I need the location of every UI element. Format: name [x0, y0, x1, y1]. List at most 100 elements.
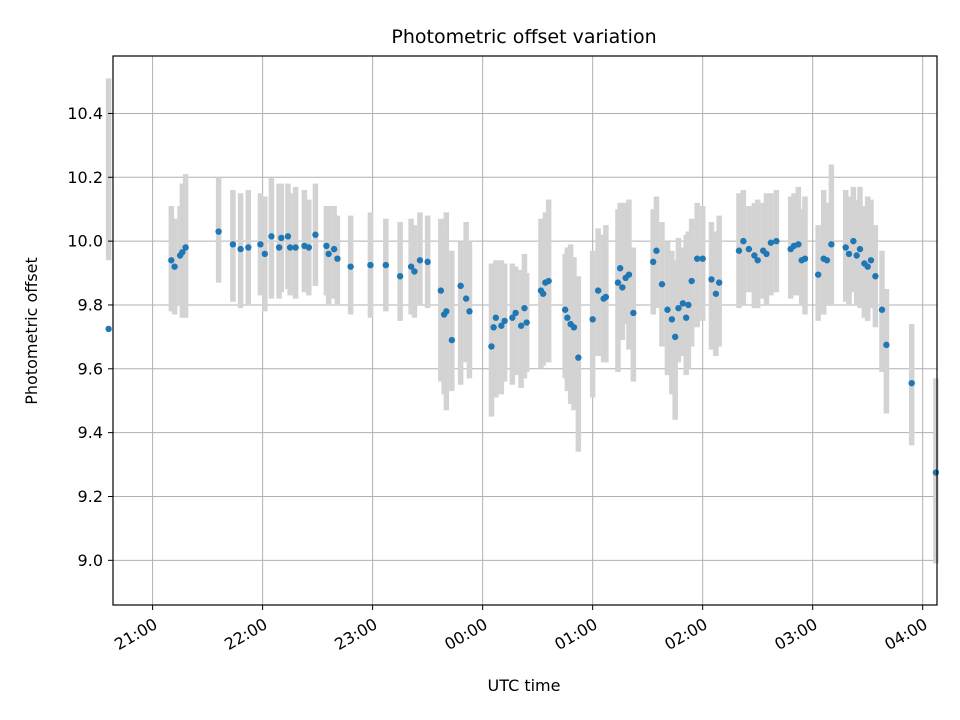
data-point — [501, 317, 508, 325]
data-point — [416, 257, 424, 264]
data-point — [462, 295, 470, 302]
data-point — [845, 250, 853, 258]
y-tick-label: 9.6 — [78, 359, 103, 378]
data-point — [182, 244, 189, 251]
data-point — [795, 241, 802, 248]
x-tick-label: 22:00 — [221, 614, 270, 654]
data-point — [878, 306, 886, 313]
data-point — [171, 263, 178, 270]
data-point — [215, 228, 222, 235]
data-point — [625, 271, 633, 278]
data-point — [685, 301, 692, 309]
data-point — [614, 279, 622, 286]
data-point — [872, 273, 879, 280]
data-point — [773, 237, 780, 245]
data-point — [437, 287, 445, 294]
y-tick-label: 10.2 — [67, 168, 103, 187]
y-axis-label: Photometric offset — [22, 257, 41, 405]
data-point — [312, 231, 319, 238]
data-point — [767, 239, 775, 246]
data-point — [492, 314, 500, 321]
data-point — [411, 268, 418, 275]
y-tick-label: 9.2 — [78, 487, 103, 506]
data-point — [594, 287, 602, 294]
data-point — [867, 257, 875, 264]
data-point — [278, 234, 285, 242]
data-point — [688, 277, 695, 285]
data-point — [396, 273, 404, 280]
data-point — [883, 341, 890, 349]
x-tick-label: 04:00 — [881, 614, 930, 654]
data-point — [367, 261, 374, 269]
data-point — [325, 250, 332, 258]
data-point — [564, 314, 571, 321]
data-point — [708, 276, 715, 283]
data-point — [457, 282, 464, 290]
y-tick-label: 9.0 — [78, 551, 103, 570]
data-point — [842, 244, 849, 251]
data-point — [589, 316, 596, 323]
data-point — [751, 252, 758, 259]
data-point — [517, 322, 525, 329]
data-point — [649, 258, 657, 266]
data-point — [523, 319, 530, 326]
data-point — [407, 263, 415, 270]
data-point — [675, 304, 682, 312]
data-point — [853, 252, 860, 259]
data-point — [653, 247, 660, 254]
data-point — [693, 255, 701, 262]
data-point — [275, 244, 283, 251]
data-point — [284, 233, 292, 240]
data-point — [229, 241, 237, 248]
data-point — [570, 324, 578, 331]
data-point — [763, 250, 770, 258]
data-point — [443, 308, 450, 315]
data-point — [466, 308, 473, 315]
data-point — [286, 244, 294, 251]
data-point — [682, 314, 690, 321]
data-point — [382, 261, 390, 269]
data-point — [105, 325, 112, 333]
data-point — [679, 300, 687, 307]
data-point — [334, 255, 341, 262]
data-point — [245, 244, 252, 251]
data-points — [105, 228, 940, 476]
x-tick-label: 01:00 — [551, 614, 600, 654]
data-point — [509, 314, 516, 321]
y-tick-label: 9.8 — [78, 295, 103, 314]
data-point — [575, 354, 582, 361]
data-point — [619, 284, 626, 291]
data-point — [488, 343, 495, 350]
data-point — [668, 316, 676, 323]
data-point — [292, 244, 299, 251]
data-point — [823, 257, 831, 264]
data-point — [740, 237, 747, 245]
data-point — [745, 245, 753, 253]
data-point — [616, 265, 624, 272]
data-point — [658, 281, 666, 288]
data-point — [521, 304, 528, 312]
data-point — [561, 306, 569, 313]
x-tick-label: 03:00 — [771, 614, 820, 654]
data-point — [237, 245, 244, 253]
data-point — [539, 290, 547, 297]
data-point — [864, 263, 871, 270]
data-point — [850, 237, 857, 245]
data-point — [330, 245, 338, 253]
x-axis-label: UTC time — [488, 676, 561, 695]
data-point — [448, 336, 456, 344]
data-point — [712, 290, 720, 297]
data-point — [261, 250, 269, 258]
data-point — [932, 469, 940, 476]
data-point — [671, 333, 679, 341]
data-point — [257, 241, 264, 248]
data-point — [490, 324, 497, 331]
x-tick-label: 02:00 — [661, 614, 710, 654]
data-point — [498, 322, 505, 329]
y-tick-label: 10.0 — [67, 232, 103, 251]
data-point — [602, 293, 610, 301]
y-tick-label: 9.4 — [78, 423, 103, 442]
data-point — [814, 271, 822, 278]
data-point — [664, 306, 671, 313]
